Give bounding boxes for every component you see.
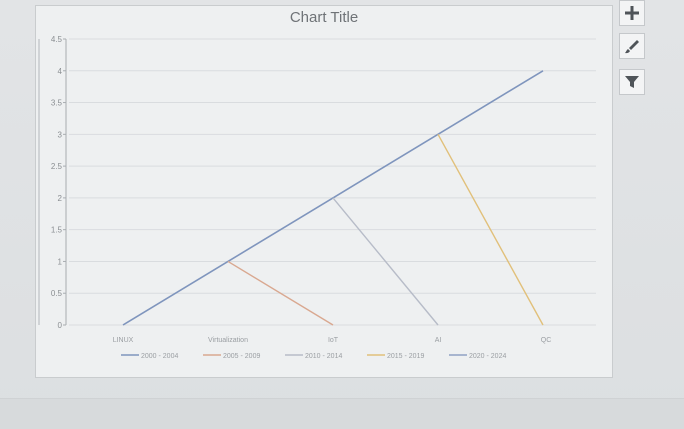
chart-title[interactable]: Chart Title <box>289 9 359 26</box>
y-tick-label: 1 <box>58 257 63 266</box>
series-line <box>332 197 439 326</box>
y-tick-label: 4 <box>58 67 63 76</box>
series-line <box>227 260 334 326</box>
y-tick-label: 3.5 <box>51 99 63 108</box>
legend-label: 2005 - 2009 <box>223 353 260 360</box>
chart-plot: 0 0.5 1 1.5 2 2.5 3 3.5 4 4.5 LINUX Virtualization I… <box>38 35 596 360</box>
y-tick-label: 0 <box>58 321 63 330</box>
chart-styles-button[interactable] <box>619 33 645 59</box>
x-tick-label: AI <box>435 337 442 344</box>
legend-label: 2015 - 2019 <box>387 353 424 360</box>
y-tick-label: 1.5 <box>51 226 63 235</box>
y-tick-label: 4.5 <box>51 35 63 44</box>
y-tick-label: 0.5 <box>51 289 63 298</box>
x-tick-label: IoT <box>328 337 339 344</box>
chart-elements-button[interactable] <box>619 0 645 26</box>
legend-label: 2000 - 2004 <box>141 353 178 360</box>
legend-label: 2010 - 2014 <box>305 353 342 360</box>
plus-icon <box>625 6 639 20</box>
legend-label: 2020 - 2024 <box>469 353 506 360</box>
x-tick-label: QC <box>541 337 552 344</box>
series-line <box>437 133 544 326</box>
y-tick-label: 2.5 <box>51 162 63 171</box>
x-tick-label: LINUX <box>113 337 134 344</box>
funnel-icon <box>625 76 639 88</box>
chart-area[interactable]: Chart Title 0 0.5 1 1.5 2 2.5 3 3.5 4 4.5 LINUX Vir… <box>35 5 613 378</box>
x-tick-label: Virtualization <box>208 337 248 344</box>
y-tick-label: 2 <box>58 194 63 203</box>
chart-filters-button[interactable] <box>619 69 645 95</box>
worksheet-area <box>0 398 684 429</box>
brush-icon <box>625 40 639 54</box>
y-tick-label: 3 <box>58 130 63 139</box>
